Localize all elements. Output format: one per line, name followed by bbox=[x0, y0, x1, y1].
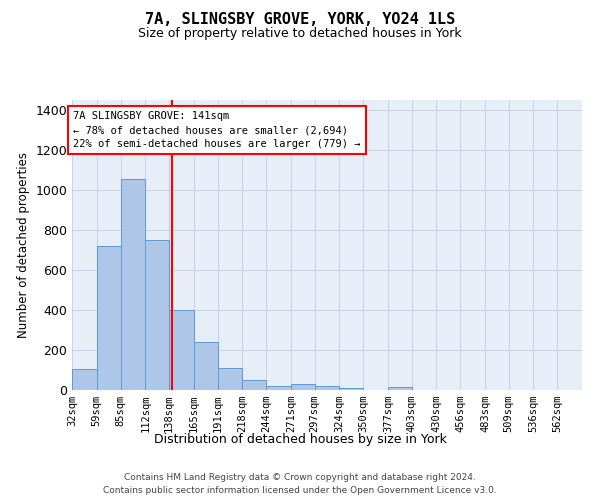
Bar bbox=[291, 384, 314, 390]
Y-axis label: Number of detached properties: Number of detached properties bbox=[17, 152, 30, 338]
Bar bbox=[218, 368, 242, 390]
Bar bbox=[72, 369, 97, 390]
Bar bbox=[169, 310, 194, 390]
Bar bbox=[266, 386, 291, 390]
Text: Size of property relative to detached houses in York: Size of property relative to detached ho… bbox=[138, 28, 462, 40]
Text: Distribution of detached houses by size in York: Distribution of detached houses by size … bbox=[154, 432, 446, 446]
Bar bbox=[314, 386, 340, 390]
Text: Contains HM Land Registry data © Crown copyright and database right 2024.: Contains HM Land Registry data © Crown c… bbox=[124, 472, 476, 482]
Bar bbox=[145, 240, 169, 390]
Bar bbox=[194, 342, 218, 390]
Bar bbox=[97, 246, 121, 390]
Text: Contains public sector information licensed under the Open Government Licence v3: Contains public sector information licen… bbox=[103, 486, 497, 495]
Bar bbox=[340, 388, 363, 390]
Bar bbox=[121, 179, 145, 390]
Bar bbox=[242, 380, 266, 390]
Text: 7A, SLINGSBY GROVE, YORK, YO24 1LS: 7A, SLINGSBY GROVE, YORK, YO24 1LS bbox=[145, 12, 455, 28]
Bar bbox=[388, 387, 412, 390]
Text: 7A SLINGSBY GROVE: 141sqm
← 78% of detached houses are smaller (2,694)
22% of se: 7A SLINGSBY GROVE: 141sqm ← 78% of detac… bbox=[73, 111, 361, 149]
